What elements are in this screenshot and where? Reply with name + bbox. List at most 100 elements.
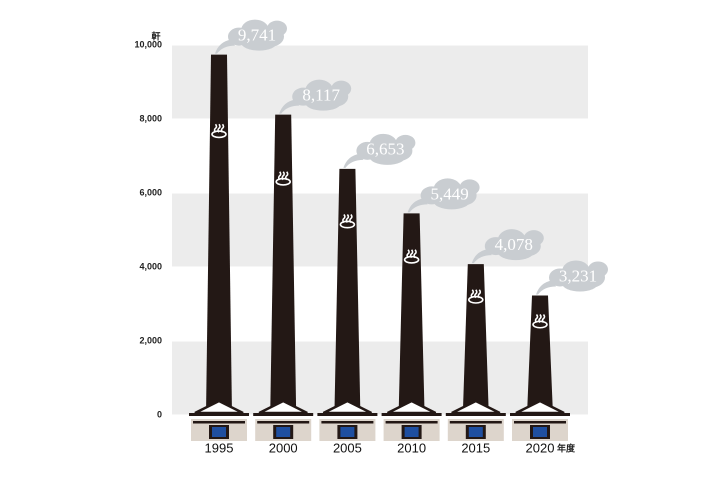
y-unit: 軒 bbox=[151, 30, 160, 41]
x-tick-label: 2010 bbox=[397, 440, 426, 455]
house-eave bbox=[193, 421, 245, 424]
chimney bbox=[398, 213, 425, 415]
value-label: 4,078 bbox=[495, 235, 533, 254]
y-tick-label: 2,000 bbox=[139, 335, 162, 345]
steam-puff bbox=[562, 275, 598, 292]
house-eave bbox=[449, 421, 502, 424]
chimney bbox=[270, 114, 297, 416]
house-noren bbox=[533, 427, 547, 437]
house-eave bbox=[321, 421, 374, 424]
steam-cloud bbox=[407, 178, 480, 213]
house-eave bbox=[317, 413, 378, 416]
house-eave bbox=[189, 413, 249, 416]
steam-puff bbox=[395, 134, 416, 151]
onsen-icon bbox=[275, 171, 292, 186]
y-tick-label: 0 bbox=[157, 409, 162, 419]
chimney bbox=[206, 54, 232, 415]
x-unit: 年度 bbox=[557, 442, 576, 453]
house-noren bbox=[468, 427, 483, 437]
onsen-steam bbox=[220, 123, 225, 133]
bathhouse bbox=[317, 399, 378, 441]
steam-puff bbox=[459, 179, 480, 196]
onsen-steam bbox=[541, 314, 546, 324]
house-eave bbox=[381, 413, 442, 416]
chimney bbox=[334, 168, 361, 415]
onsen-steam bbox=[470, 289, 475, 299]
house-eave bbox=[445, 413, 506, 416]
house-eave bbox=[385, 421, 438, 424]
steam-cloud bbox=[536, 260, 608, 295]
onsen-icon bbox=[211, 123, 227, 139]
bathhouse bbox=[189, 399, 249, 441]
y-tick-label: 4,000 bbox=[139, 261, 162, 271]
onsen-icon bbox=[532, 314, 548, 329]
steam-cloud bbox=[471, 229, 544, 264]
value-label: 8,117 bbox=[302, 86, 340, 105]
onsen-icon bbox=[403, 249, 420, 264]
chimney bbox=[527, 295, 553, 415]
x-tick-label: 2000 bbox=[269, 440, 298, 455]
steam-tail bbox=[279, 99, 300, 114]
x-tick-label: 2005 bbox=[333, 440, 362, 455]
steam-puff bbox=[369, 148, 406, 165]
steam-cloud bbox=[215, 19, 287, 54]
steam-puff bbox=[433, 193, 470, 210]
grid-band bbox=[172, 341, 588, 415]
bathhouse bbox=[253, 399, 314, 441]
value-label: 6,653 bbox=[366, 140, 404, 159]
onsen-steam bbox=[474, 289, 478, 299]
house-eave bbox=[253, 413, 314, 416]
onsen-steam bbox=[213, 123, 218, 133]
onsen-steam bbox=[284, 171, 289, 181]
onsen-steam bbox=[538, 314, 542, 324]
steam-puff bbox=[523, 230, 544, 247]
steam-puff bbox=[267, 20, 287, 37]
house-noren bbox=[340, 427, 355, 437]
y-tick-label: 6,000 bbox=[139, 187, 162, 197]
house-eave bbox=[510, 413, 570, 416]
y-tick-label: 10,000 bbox=[134, 39, 162, 49]
onsen-steam bbox=[281, 171, 285, 181]
onsen-steam bbox=[409, 249, 414, 259]
steam-cloud bbox=[279, 79, 352, 114]
house-noren bbox=[276, 427, 291, 437]
onsen-icon bbox=[467, 289, 484, 304]
steam-tail bbox=[343, 153, 364, 168]
steam-cloud bbox=[343, 133, 416, 168]
onsen-steam bbox=[217, 123, 221, 133]
x-tick-label: 1995 bbox=[205, 440, 234, 455]
x-tick-label: 2020 bbox=[526, 440, 555, 455]
onsen-steam bbox=[342, 214, 346, 224]
onsen-icon bbox=[339, 214, 356, 229]
steam-tail bbox=[215, 39, 235, 54]
onsen-steam bbox=[413, 249, 417, 259]
onsen-steam bbox=[477, 289, 482, 299]
bathhouse bbox=[445, 399, 506, 441]
house-eave bbox=[257, 421, 310, 424]
house-noren bbox=[212, 427, 226, 437]
onsen-steam bbox=[534, 314, 539, 324]
steam-puff bbox=[588, 261, 608, 278]
onsen-steam bbox=[349, 214, 353, 224]
steam-tail bbox=[536, 280, 556, 295]
chimney bbox=[462, 264, 489, 415]
plot-bands bbox=[172, 45, 588, 415]
house-noren bbox=[404, 427, 419, 437]
steam-puff bbox=[497, 244, 534, 261]
bathhouse bbox=[510, 399, 570, 441]
steam-puff bbox=[331, 80, 352, 97]
grid-band bbox=[172, 45, 588, 119]
value-label: 5,449 bbox=[430, 184, 468, 203]
onsen-steam bbox=[406, 249, 410, 259]
steam-tail bbox=[407, 198, 428, 213]
value-label: 9,741 bbox=[238, 25, 276, 44]
value-label: 3,231 bbox=[559, 266, 597, 285]
onsen-steam bbox=[345, 214, 350, 224]
y-tick-label: 8,000 bbox=[139, 113, 162, 123]
steam-puff bbox=[241, 34, 277, 51]
x-tick-label: 2015 bbox=[461, 440, 490, 455]
onsen-steam bbox=[277, 171, 282, 181]
steam-tail bbox=[471, 249, 492, 264]
house-eave bbox=[514, 421, 566, 424]
